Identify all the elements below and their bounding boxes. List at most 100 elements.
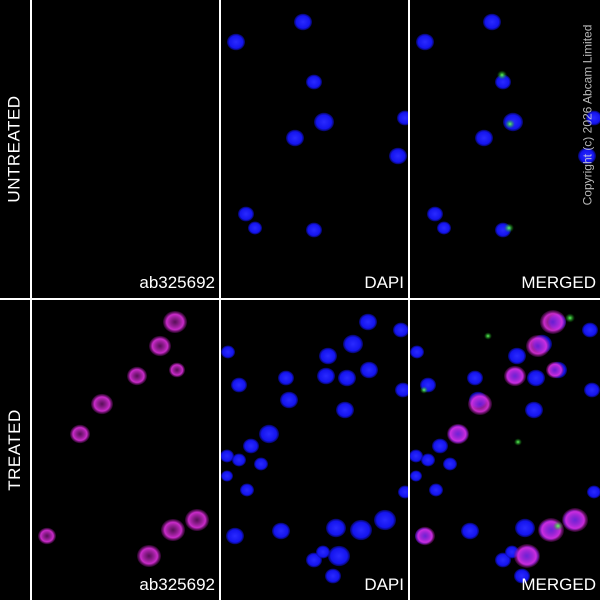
nucleus bbox=[294, 13, 312, 31]
green-puncta bbox=[504, 223, 514, 233]
nucleus bbox=[578, 147, 596, 165]
row-label-untreated: UNTREATED bbox=[5, 95, 25, 203]
nucleus bbox=[416, 33, 434, 51]
nucleus bbox=[475, 129, 493, 147]
divider-vertical bbox=[219, 0, 221, 600]
nucleus bbox=[221, 470, 233, 482]
nucleus bbox=[359, 313, 377, 331]
nucleus bbox=[515, 518, 535, 538]
nucleus bbox=[508, 347, 526, 365]
panel-untreated-merged: MERGED Copyright (c) 2026 Abcam Limited bbox=[410, 0, 600, 298]
nucleus bbox=[248, 221, 262, 235]
green-puncta bbox=[565, 313, 575, 323]
divider-vertical bbox=[30, 0, 32, 600]
micrograph-untreated-dapi bbox=[227, 13, 408, 238]
panel-treated-merged: MERGED bbox=[410, 300, 600, 600]
divider-vertical bbox=[408, 0, 410, 600]
nucleus bbox=[306, 74, 322, 90]
panel-label: MERGED bbox=[521, 273, 596, 292]
micrograph-treated-dapi bbox=[221, 313, 408, 584]
nucleus bbox=[254, 457, 268, 471]
stained-cell bbox=[149, 335, 171, 357]
stained-cell bbox=[169, 362, 185, 378]
nucleus bbox=[278, 370, 294, 386]
green-puncta bbox=[553, 521, 563, 531]
nucleus bbox=[443, 457, 457, 471]
nucleus bbox=[584, 382, 600, 398]
stained-cell bbox=[137, 544, 161, 568]
panel-label: DAPI bbox=[364, 273, 404, 292]
stained-cell bbox=[504, 365, 526, 387]
nucleus bbox=[221, 449, 234, 463]
nucleus bbox=[483, 13, 501, 31]
stained-cell bbox=[185, 508, 209, 532]
nucleus bbox=[338, 369, 356, 387]
green-puncta bbox=[505, 119, 515, 129]
panel-treated-dapi: DAPI bbox=[221, 300, 408, 600]
green-puncta bbox=[497, 70, 507, 80]
stained-cell bbox=[70, 424, 90, 444]
micrograph-treated-merged bbox=[410, 310, 600, 584]
nucleus bbox=[427, 206, 443, 222]
nucleus bbox=[314, 112, 334, 132]
nucleus bbox=[336, 401, 354, 419]
green-puncta bbox=[514, 438, 522, 446]
micrograph-untreated-ab325692 bbox=[32, 0, 219, 298]
nucleus bbox=[226, 527, 244, 545]
nucleus bbox=[232, 453, 246, 467]
nucleus bbox=[429, 483, 443, 497]
stained-cell bbox=[468, 392, 492, 416]
nucleus bbox=[325, 568, 341, 584]
nucleus bbox=[259, 424, 279, 444]
nucleus bbox=[389, 147, 407, 165]
stained-cell bbox=[415, 526, 435, 546]
nucleus bbox=[374, 509, 396, 531]
nucleus bbox=[410, 345, 424, 359]
nucleus bbox=[238, 206, 254, 222]
nucleus bbox=[343, 334, 363, 354]
nucleus bbox=[221, 345, 235, 359]
green-puncta bbox=[484, 332, 492, 340]
panel-treated-ab325692: ab325692 bbox=[32, 300, 219, 600]
nucleus bbox=[231, 377, 247, 393]
nucleus bbox=[243, 438, 259, 454]
stained-cell bbox=[91, 393, 113, 415]
stained-cell bbox=[447, 423, 469, 445]
row-label-treated: TREATED bbox=[5, 409, 25, 491]
nucleus bbox=[350, 519, 372, 541]
stained-cell bbox=[38, 527, 56, 545]
divider-horizontal bbox=[0, 298, 600, 300]
nucleus bbox=[319, 347, 337, 365]
panel-untreated-ab325692: ab325692 bbox=[32, 0, 219, 298]
stained-cell bbox=[540, 310, 566, 334]
stained-cell bbox=[526, 334, 550, 358]
nucleus bbox=[467, 370, 483, 386]
nucleus bbox=[240, 483, 254, 497]
stained-cell bbox=[127, 366, 147, 386]
micrograph-untreated-merged bbox=[416, 13, 600, 238]
nucleus bbox=[432, 438, 448, 454]
panel-untreated-dapi: DAPI bbox=[221, 0, 408, 298]
nucleus bbox=[421, 453, 435, 467]
nucleus bbox=[527, 369, 545, 387]
nucleus bbox=[410, 449, 423, 463]
micrograph-treated-ab325692 bbox=[38, 310, 209, 568]
panel-label: ab325692 bbox=[139, 575, 215, 594]
stained-cell bbox=[161, 518, 185, 542]
nucleus bbox=[525, 401, 543, 419]
nucleus bbox=[328, 545, 350, 567]
nucleus bbox=[398, 485, 408, 499]
nucleus bbox=[286, 129, 304, 147]
panel-label: MERGED bbox=[521, 575, 596, 594]
stained-cell bbox=[562, 508, 588, 532]
nucleus bbox=[437, 221, 451, 235]
nucleus bbox=[306, 222, 322, 238]
nucleus bbox=[360, 361, 378, 379]
nucleus bbox=[317, 367, 335, 385]
nucleus bbox=[272, 522, 290, 540]
nucleus bbox=[582, 322, 598, 338]
nucleus bbox=[410, 470, 422, 482]
nucleus bbox=[586, 110, 600, 126]
nucleus bbox=[227, 33, 245, 51]
